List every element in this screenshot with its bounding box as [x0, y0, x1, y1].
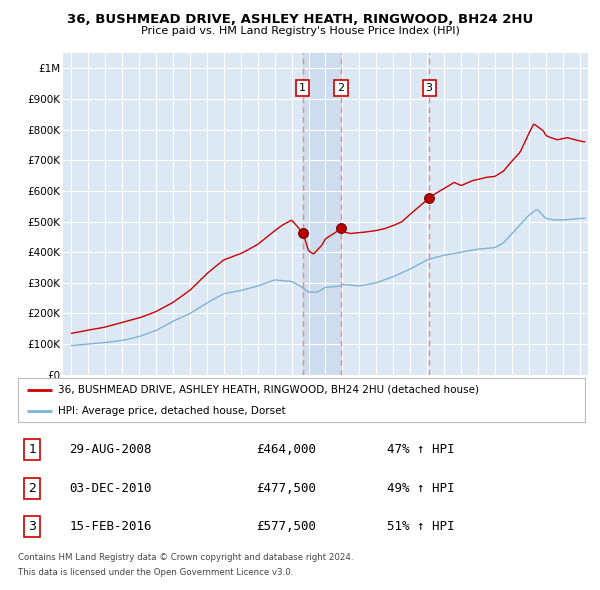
- Text: 36, BUSHMEAD DRIVE, ASHLEY HEATH, RINGWOOD, BH24 2HU (detached house): 36, BUSHMEAD DRIVE, ASHLEY HEATH, RINGWO…: [58, 385, 479, 395]
- Text: £464,000: £464,000: [256, 443, 316, 456]
- Text: 2: 2: [338, 83, 344, 93]
- Text: 03-DEC-2010: 03-DEC-2010: [69, 481, 152, 495]
- Text: 29-AUG-2008: 29-AUG-2008: [69, 443, 152, 456]
- Text: 36, BUSHMEAD DRIVE, ASHLEY HEATH, RINGWOOD, BH24 2HU: 36, BUSHMEAD DRIVE, ASHLEY HEATH, RINGWO…: [67, 13, 533, 26]
- Text: 2: 2: [28, 481, 36, 495]
- Text: 1: 1: [28, 443, 36, 456]
- Text: 51% ↑ HPI: 51% ↑ HPI: [386, 520, 454, 533]
- Text: HPI: Average price, detached house, Dorset: HPI: Average price, detached house, Dors…: [58, 406, 286, 416]
- Text: £477,500: £477,500: [256, 481, 316, 495]
- Text: This data is licensed under the Open Government Licence v3.0.: This data is licensed under the Open Gov…: [18, 568, 293, 576]
- Text: Price paid vs. HM Land Registry's House Price Index (HPI): Price paid vs. HM Land Registry's House …: [140, 26, 460, 36]
- Text: 47% ↑ HPI: 47% ↑ HPI: [386, 443, 454, 456]
- Bar: [303, 53, 341, 375]
- Text: 3: 3: [28, 520, 36, 533]
- Text: Contains HM Land Registry data © Crown copyright and database right 2024.: Contains HM Land Registry data © Crown c…: [18, 553, 353, 562]
- Text: 1: 1: [299, 83, 307, 93]
- Text: £577,500: £577,500: [256, 520, 316, 533]
- Text: 15-FEB-2016: 15-FEB-2016: [69, 520, 152, 533]
- Text: 49% ↑ HPI: 49% ↑ HPI: [386, 481, 454, 495]
- Text: 3: 3: [425, 83, 433, 93]
